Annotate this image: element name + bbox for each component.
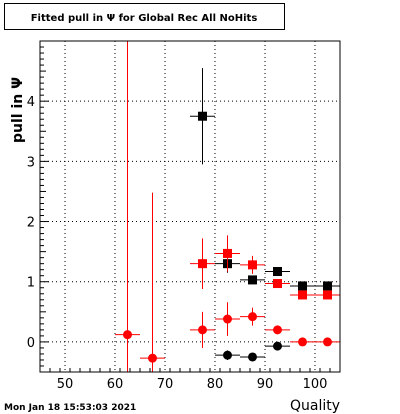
axes: 50 60 70 80 90 100 0 1 2 3 4 xyxy=(27,40,341,392)
data-point xyxy=(265,325,290,335)
circle-marker xyxy=(223,350,232,360)
data-point xyxy=(290,290,315,300)
circle-marker xyxy=(148,353,157,363)
data-point xyxy=(215,302,240,336)
x-tick-label: 90 xyxy=(257,377,274,392)
data-point xyxy=(315,290,340,300)
x-tick-label: 80 xyxy=(207,377,224,392)
square-marker xyxy=(248,275,257,285)
data-point xyxy=(240,307,265,326)
square-marker xyxy=(323,281,332,291)
chart-title: Fitted pull in Ψ for Global Rec All NoHi… xyxy=(31,13,258,24)
y-tick-label: 3 xyxy=(27,155,35,170)
square-marker xyxy=(273,279,282,289)
y-tick-label: 4 xyxy=(27,95,35,110)
square-marker xyxy=(298,281,307,291)
y-tick-label: 1 xyxy=(27,276,35,291)
square-marker xyxy=(198,259,207,269)
title-frame xyxy=(4,3,285,30)
x-tick-label: 70 xyxy=(157,377,174,392)
x-tick-label: 60 xyxy=(107,377,124,392)
plot-frame xyxy=(39,40,341,373)
data-point xyxy=(140,192,165,372)
data-point xyxy=(190,311,215,348)
y-axis-label: pull in Ψ xyxy=(10,77,26,143)
data-point xyxy=(115,41,140,372)
data-point xyxy=(240,352,265,362)
y-tick-label: 0 xyxy=(27,336,35,351)
title-box: Fitted pull in Ψ for Global Rec All NoHi… xyxy=(4,3,285,30)
grid xyxy=(40,41,340,372)
square-marker xyxy=(298,290,307,300)
data-point xyxy=(190,68,215,165)
data-point xyxy=(240,275,265,285)
square-marker xyxy=(273,266,282,276)
data-point xyxy=(290,337,315,347)
timestamp: Mon Jan 18 15:53:03 2021 xyxy=(4,403,136,413)
x-tick-label: 100 xyxy=(303,377,328,392)
square-marker xyxy=(198,111,207,121)
data-point xyxy=(265,341,290,351)
circle-marker xyxy=(198,325,207,335)
data-point xyxy=(315,281,340,291)
y-tick-label: 2 xyxy=(27,216,35,231)
x-axis-label: Quality xyxy=(290,398,340,414)
circle-marker xyxy=(248,352,257,362)
circle-marker xyxy=(273,325,282,335)
circle-marker xyxy=(223,314,232,324)
data-point xyxy=(315,337,340,347)
square-marker xyxy=(223,248,232,258)
square-marker xyxy=(248,260,257,270)
data-point xyxy=(290,281,315,291)
data-point xyxy=(215,350,240,360)
x-tick-label: 50 xyxy=(57,377,74,392)
circle-marker xyxy=(248,312,257,322)
circle-marker xyxy=(273,341,282,351)
data-point xyxy=(265,266,290,276)
data-point xyxy=(240,255,265,274)
circle-marker xyxy=(298,337,307,347)
circle-marker xyxy=(123,330,132,340)
data-point xyxy=(265,279,290,289)
data-point xyxy=(215,235,240,272)
data-marks xyxy=(115,41,340,372)
data-point xyxy=(190,238,215,289)
square-marker xyxy=(323,290,332,300)
circle-marker xyxy=(323,337,332,347)
